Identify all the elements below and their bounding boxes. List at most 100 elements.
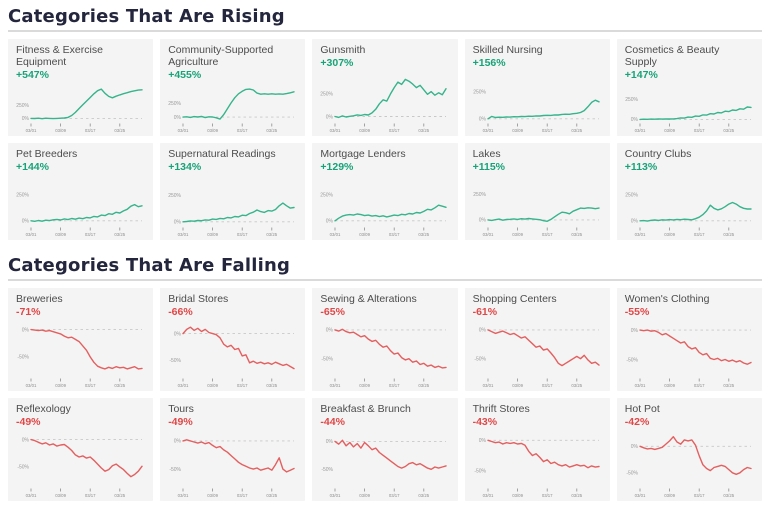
y-axis-label: -50%	[322, 357, 334, 363]
y-axis-label: 250%	[625, 97, 638, 103]
sparkline-svg: 250% 0% 03/01 03/09 03/17 03/25	[321, 78, 448, 133]
y-axis-label: -50%	[322, 467, 334, 473]
category-card: Tours -49% 0% -50% 03/01 03/09 03/17 03/25	[160, 398, 306, 501]
x-tick-label: 03/09	[207, 493, 218, 498]
sparkline-svg: 0% -50% 03/01 03/09 03/17 03/25	[17, 328, 143, 388]
y-axis-label: -50%	[17, 355, 29, 361]
y-axis-label: 0%	[174, 439, 182, 445]
trend-line	[30, 204, 143, 223]
sparkline-chart: 250% 0% 03/01 03/09 03/17 03/25	[168, 175, 297, 237]
x-tick-label: 03/09	[512, 383, 523, 388]
y-axis-label: 0%	[326, 328, 334, 334]
x-tick-label: 03/17	[237, 232, 248, 237]
category-card: Bridal Stores -66% 0% -50% 03/01 03/09 03/17 03…	[160, 288, 306, 391]
x-tick-label: 03/01	[634, 128, 645, 133]
trend-line	[334, 328, 448, 369]
x-tick-label: 03/09	[207, 383, 218, 388]
x-tick-label: 03/17	[85, 232, 96, 237]
sparkline-chart: 0% -50% 03/01 03/09 03/17 03/25	[16, 320, 145, 388]
x-tick-label: 03/25	[267, 232, 278, 237]
category-title: Breweries	[16, 293, 63, 305]
category-title: Fitness & Exercise Equipment	[16, 44, 103, 68]
x-tick-label: 03/09	[360, 128, 371, 133]
x-tick-label: 03/01	[26, 493, 37, 498]
change-percent: -49%	[16, 415, 41, 428]
x-tick-label: 03/17	[85, 383, 96, 388]
sparkline-svg: 250% 0% 03/01 03/09 03/17 03/25	[473, 192, 600, 237]
change-percent: +455%	[168, 68, 202, 81]
change-percent: +156%	[472, 56, 506, 69]
change-percent: -43%	[472, 415, 498, 428]
x-tick-label: 03/17	[237, 128, 248, 133]
sparkline-chart: 0% -50% 03/01 03/09 03/17 03/25	[168, 320, 297, 388]
category-title: Cosmetics & Beauty Supply	[624, 44, 720, 68]
category-card: Hot Pot -42% 0% -50% 03/01 03/09 03/17 03/25	[616, 398, 762, 501]
trend-line	[486, 439, 600, 469]
sparkline-chart: 250% 0% 03/01 03/09 03/17 03/25	[320, 71, 449, 133]
x-tick-label: 03/01	[482, 383, 493, 388]
x-tick-label: 03/01	[26, 383, 37, 388]
category-card: Gunsmith +307% 250% 0% 03/01 03/09 03/17 03/25	[312, 39, 458, 136]
y-axis-label: 250%	[168, 193, 181, 199]
section-rising: Categories That Are Rising Fitness & Exe…	[8, 6, 762, 240]
rising-section-heading: Categories That Are Rising	[8, 6, 285, 27]
sparkline-svg: 250% 0% 03/01 03/09 03/17 03/25	[16, 88, 143, 133]
x-tick-label: 03/17	[694, 128, 705, 133]
trend-line	[486, 207, 600, 223]
y-axis-label: 250%	[168, 101, 181, 107]
y-axis-label: -50%	[474, 469, 486, 475]
category-title: Women's Clothing	[624, 293, 710, 305]
y-axis-label: 0%	[478, 328, 486, 334]
trend-line	[182, 202, 295, 223]
x-tick-label: 03/25	[571, 493, 582, 498]
falling-cards-grid: Breweries -71% 0% -50% 03/01 03/09 03/17 03/25 B…	[8, 288, 762, 501]
change-percent: -55%	[624, 305, 650, 318]
x-tick-label: 03/17	[85, 128, 96, 133]
x-tick-label: 03/01	[634, 232, 645, 237]
y-axis-label: 0%	[174, 332, 182, 338]
y-axis-label: 0%	[478, 218, 486, 224]
y-axis-label: 250%	[321, 92, 334, 98]
category-title: Gunsmith	[320, 44, 366, 56]
x-tick-label: 03/01	[634, 383, 645, 388]
x-tick-label: 03/01	[482, 128, 493, 133]
x-tick-label: 03/01	[482, 232, 493, 237]
category-title: Bridal Stores	[168, 293, 229, 305]
category-card: Community-Supported Agriculture +455% 250%…	[160, 39, 306, 136]
category-title: Skilled Nursing	[472, 44, 543, 56]
sparkline-svg: 0% -50% 03/01 03/09 03/17 03/25	[170, 326, 295, 388]
y-axis-label: 250%	[321, 193, 334, 199]
sparkline-chart: 0% -50% 03/01 03/09 03/17 03/25	[320, 430, 449, 498]
x-tick-label: 03/09	[55, 493, 66, 498]
trend-line	[182, 88, 295, 120]
trend-line	[182, 439, 295, 473]
sparkline-chart: 250% 0% 03/01 03/09 03/17 03/25	[320, 175, 449, 237]
y-axis-label: 0%	[174, 220, 182, 226]
x-tick-label: 03/01	[178, 128, 189, 133]
category-title: Supernatural Readings	[168, 148, 276, 160]
category-card: Fitness & Exercise Equipment +547% 250% 0% 0…	[8, 39, 154, 136]
category-title: Sewing & Alterations	[320, 293, 417, 305]
category-card: Cosmetics & Beauty Supply +147% 250% 0% 03/0…	[616, 39, 762, 136]
category-title: Community-Supported Agriculture	[168, 44, 274, 68]
x-tick-label: 03/17	[389, 383, 400, 388]
x-tick-label: 03/01	[178, 232, 189, 237]
sparkline-chart: 0% -50% 03/01 03/09 03/17 03/25	[473, 320, 602, 388]
section-falling: Categories That Are Falling Breweries -71…	[8, 255, 762, 501]
x-tick-label: 03/25	[571, 383, 582, 388]
sparkline-svg: 0% -50% 03/01 03/09 03/17 03/25	[626, 436, 752, 498]
y-axis-label: 0%	[478, 117, 486, 123]
sparkline-chart: 0% -50% 03/01 03/09 03/17 03/25	[168, 430, 297, 498]
sparkline-svg: 250% 0% 03/01 03/09 03/17 03/25	[321, 193, 448, 237]
x-tick-label: 03/09	[360, 383, 371, 388]
y-axis-label: 0%	[174, 115, 182, 121]
x-tick-label: 03/01	[26, 128, 37, 133]
y-axis-label: -50%	[170, 358, 182, 364]
x-tick-label: 03/01	[482, 493, 493, 498]
y-axis-label: -50%	[626, 358, 638, 364]
sparkline-chart: 250% 0% 03/01 03/09 03/17 03/25	[625, 175, 754, 237]
x-tick-label: 03/25	[114, 383, 125, 388]
trend-line	[334, 204, 448, 222]
change-percent: -71%	[16, 305, 41, 318]
sparkline-svg: 250% 0% 03/01 03/09 03/17 03/25	[168, 193, 295, 237]
